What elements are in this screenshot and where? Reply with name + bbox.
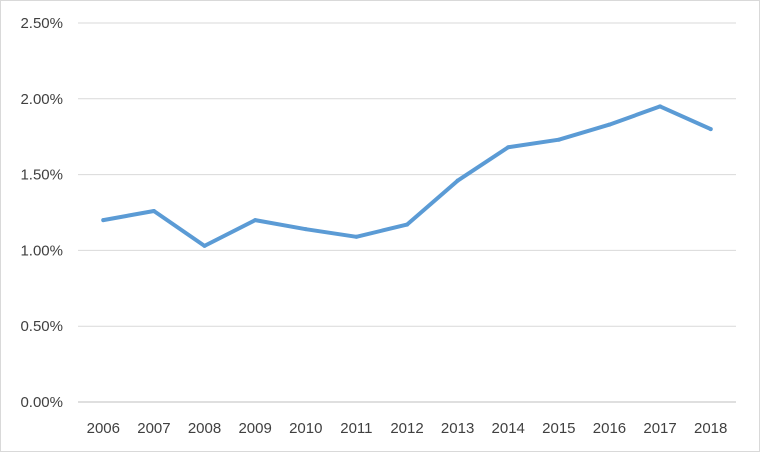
y-tick-label: 0.00% — [20, 394, 63, 411]
data-point — [202, 243, 207, 248]
x-axis-ticks: 2006 2007 2008 2009 2010 2011 2012 2013 2014 2015… — [87, 420, 728, 437]
x-tick-label: 2014 — [492, 420, 525, 437]
y-tick-label: 1.50% — [20, 167, 63, 184]
x-tick-label: 2016 — [593, 420, 626, 437]
series-layer — [101, 104, 713, 248]
y-tick-label: 1.00% — [20, 242, 63, 259]
data-point — [101, 218, 106, 223]
x-tick-label: 2010 — [289, 420, 322, 437]
data-point — [607, 122, 612, 127]
data-point — [253, 218, 258, 223]
data-point — [303, 227, 308, 232]
x-tick-label: 2015 — [542, 420, 575, 437]
data-point — [405, 222, 409, 227]
y-tick-label: 0.50% — [20, 318, 63, 335]
data-point — [354, 234, 359, 239]
y-tick-label: 2.00% — [20, 91, 63, 108]
x-tick-label: 2011 — [340, 420, 372, 437]
x-tick-label: 2013 — [441, 420, 474, 437]
y-tick-label: 2.50% — [20, 15, 63, 32]
data-point — [506, 145, 511, 150]
gridlines — [78, 22, 736, 403]
x-tick-label: 2006 — [87, 420, 120, 437]
x-tick-label: 2017 — [643, 420, 676, 437]
data-point — [658, 104, 663, 109]
data-point — [455, 178, 460, 183]
x-tick-label: 2008 — [188, 420, 221, 437]
data-point — [556, 137, 561, 142]
data-point — [151, 208, 156, 213]
x-tick-label: 2007 — [137, 420, 170, 437]
data-point — [708, 127, 713, 132]
x-tick-label: 2018 — [694, 420, 727, 437]
x-tick-label: 2012 — [390, 420, 423, 437]
x-tick-label: 2009 — [238, 420, 271, 437]
y-axis-ticks: 0.00% 0.50% 1.00% 1.50% 2.00% 2.50% — [20, 15, 63, 411]
